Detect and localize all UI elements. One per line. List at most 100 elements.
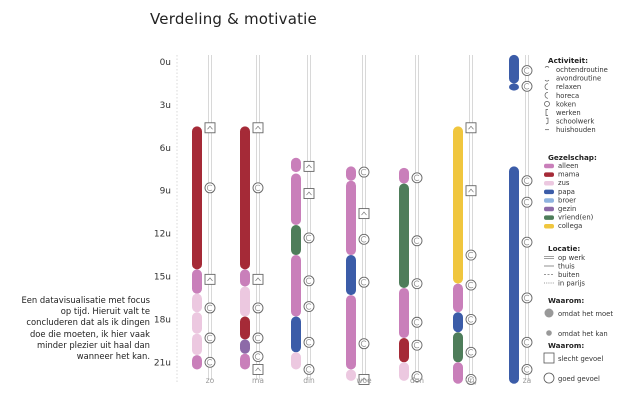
marker-glyph (523, 83, 530, 90)
legend-label: slecht gevoel (558, 355, 603, 363)
day-label: zo (206, 376, 215, 385)
marker-glyph (306, 191, 312, 196)
bar-segment-zus (240, 286, 250, 317)
legend-label: zus (558, 179, 570, 187)
marker-circle (358, 276, 370, 288)
marker-glyph (413, 174, 420, 181)
legend-label: buiten (558, 271, 580, 279)
bar-segment-alleen (399, 287, 409, 338)
bar-segment-alleen (240, 353, 250, 370)
day-column-ma: ma (240, 55, 264, 385)
bar-segment-zus (192, 293, 202, 313)
marker-circle (358, 233, 370, 245)
bar-segment-alleen (192, 355, 202, 370)
bar-segment-zus (346, 369, 356, 381)
y-tick-label: 9u (160, 187, 171, 197)
legend-label: papa (558, 188, 575, 196)
bar-segment-vriend(en) (399, 183, 409, 288)
day-column-za: za (509, 54, 533, 385)
bar-segment-alleen (453, 362, 463, 384)
marker-glyph (523, 294, 530, 302)
marker-glyph (523, 67, 530, 74)
marker-glyph (468, 125, 474, 130)
marker-glyph (254, 353, 261, 360)
marker-glyph (467, 376, 474, 383)
bar-segment-alleen (291, 157, 301, 173)
day-column-zo: zo (192, 55, 216, 385)
day-column-woe: woe (346, 55, 372, 385)
day-label: don (410, 376, 424, 385)
marker-square (252, 122, 264, 134)
legend-label: mama (558, 171, 580, 179)
y-tick-label: 18u (154, 315, 171, 325)
marker-glyph (254, 304, 261, 312)
legend-title: Locatie: (548, 244, 580, 253)
legend-label: omdat het kan (558, 330, 608, 338)
marker-circle (521, 336, 533, 348)
marker-circle (411, 316, 423, 328)
marker-glyph (255, 367, 261, 372)
marker-glyph (207, 125, 213, 130)
bar-segment-gezin (240, 339, 250, 354)
bar-segment-mama (192, 126, 202, 270)
day-label: din (303, 376, 315, 385)
marker-square (465, 122, 477, 134)
legend-label: collega (558, 222, 582, 230)
marker-glyph (206, 334, 213, 342)
marker-circle (521, 80, 533, 92)
marker-glyph (360, 279, 367, 286)
legend-label: koken (556, 100, 576, 108)
bar-segment-collega (453, 126, 463, 284)
legend-label: vriend(en) (558, 214, 594, 222)
legend-activity-icon (545, 117, 549, 125)
legend-activity-icon (545, 109, 548, 116)
marker-glyph (467, 281, 474, 289)
legend-square-icon (543, 352, 555, 364)
y-tick-label: 6u (160, 144, 171, 154)
legend-activity-icon (544, 66, 550, 68)
bar-segment-zus (399, 362, 409, 381)
marker-circle (521, 364, 533, 375)
bar-segment-vriend(en) (453, 332, 463, 363)
y-tick-label: 15u (154, 273, 171, 283)
marker-square (204, 122, 216, 134)
bar-segment-alleen (346, 180, 356, 256)
bar-segment-papa (453, 312, 463, 333)
marker-glyph (523, 339, 530, 346)
bar-segment-alleen (291, 173, 301, 226)
marker-circle (204, 356, 216, 368)
marker-square (252, 364, 264, 375)
legend-label: op werk (558, 254, 585, 262)
bar-segment-papa (509, 83, 519, 91)
legend-dot-icon (546, 330, 552, 336)
marker-glyph (255, 277, 261, 282)
marker-circle (204, 302, 216, 314)
bar-segment-zus (291, 352, 301, 370)
legend: Activiteit:ochtendroutineavondroutinerel… (543, 56, 613, 384)
marker-glyph (467, 316, 474, 323)
marker-circle (303, 364, 315, 375)
marker-circle (358, 166, 370, 178)
legend-label: omdat het moet (558, 310, 613, 318)
marker-glyph (360, 168, 367, 176)
marker-circle (411, 172, 423, 184)
marker-glyph (361, 211, 367, 216)
marker-circle (303, 301, 315, 312)
legend-label: alleen (558, 162, 579, 170)
legend-swatch-mama (544, 172, 554, 177)
bar-segment-mama (240, 126, 250, 270)
y-tick-label: 21u (154, 358, 171, 368)
marker-glyph (254, 334, 261, 342)
marker-glyph (305, 234, 312, 242)
legend-swatch-broer (544, 198, 554, 203)
bar-segment-alleen (192, 269, 202, 294)
bar-segment-papa (509, 54, 519, 84)
marker-circle (521, 236, 533, 248)
legend-activity-icon (544, 79, 550, 82)
marker-glyph (305, 303, 312, 310)
legend-title: Waarom: (548, 296, 584, 305)
bar-segment-zus (192, 312, 202, 334)
legend-title: Activiteit: (548, 56, 588, 65)
marker-glyph (523, 177, 530, 184)
marker-glyph (206, 359, 213, 366)
